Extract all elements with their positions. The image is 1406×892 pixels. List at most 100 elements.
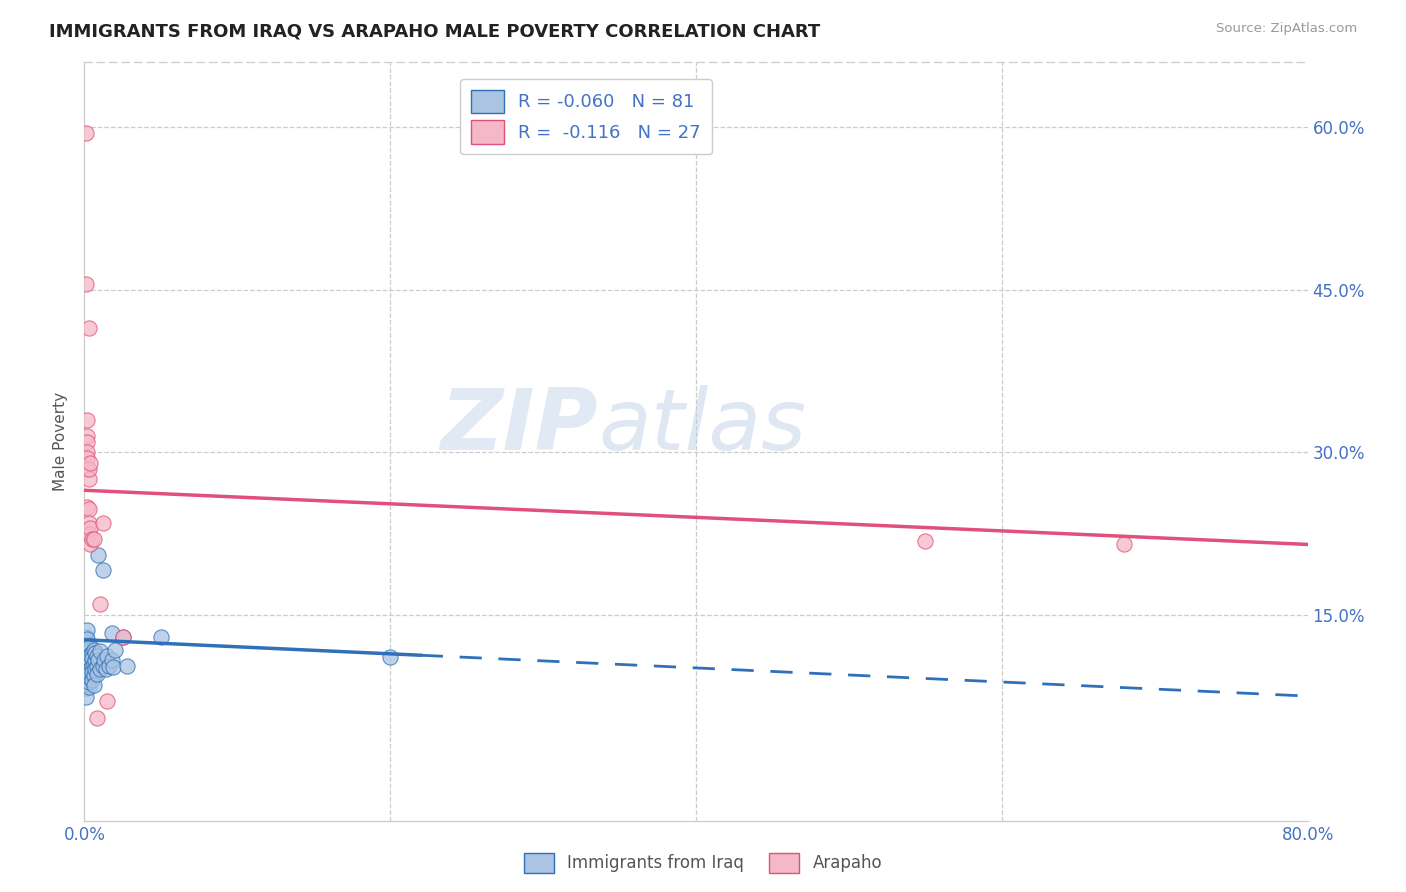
Point <box>83 668 105 682</box>
Point <box>103 660 125 674</box>
Text: ZIP: ZIP <box>440 384 598 468</box>
Point <box>96 694 118 708</box>
Point <box>75 664 97 678</box>
Point <box>80 665 103 680</box>
Point <box>76 445 98 459</box>
Point <box>77 681 100 695</box>
Point <box>76 653 98 667</box>
Point <box>104 642 127 657</box>
Point <box>76 632 98 646</box>
Point <box>89 662 111 676</box>
Point <box>79 662 101 676</box>
Point <box>76 669 98 684</box>
Point <box>76 450 98 465</box>
Point <box>77 516 100 530</box>
Point <box>149 630 172 644</box>
Point <box>77 647 100 661</box>
Text: atlas: atlas <box>598 384 806 468</box>
Point <box>75 651 97 665</box>
Point <box>75 671 97 685</box>
Point <box>76 662 98 676</box>
Point <box>93 653 115 667</box>
Point <box>77 661 100 675</box>
Point <box>83 678 105 692</box>
Point <box>87 548 110 563</box>
Point <box>76 660 98 674</box>
Point <box>89 597 111 611</box>
Point <box>83 657 105 671</box>
Point <box>80 532 103 546</box>
Point <box>96 648 118 663</box>
Legend: Immigrants from Iraq, Arapaho: Immigrants from Iraq, Arapaho <box>517 847 889 880</box>
Text: Source: ZipAtlas.com: Source: ZipAtlas.com <box>1216 22 1357 36</box>
Point <box>79 656 101 670</box>
Point <box>75 640 97 655</box>
Point <box>76 434 98 449</box>
Point <box>77 675 100 690</box>
Text: IMMIGRANTS FROM IRAQ VS ARAPAHO MALE POVERTY CORRELATION CHART: IMMIGRANTS FROM IRAQ VS ARAPAHO MALE POV… <box>49 22 821 40</box>
Point <box>79 537 101 551</box>
Point <box>75 666 97 681</box>
Point <box>86 711 108 725</box>
Point <box>77 526 100 541</box>
Point <box>111 630 134 644</box>
Point <box>76 648 98 662</box>
Point <box>76 650 98 665</box>
Legend: R = -0.060   N = 81, R =  -0.116   N = 27: R = -0.060 N = 81, R = -0.116 N = 27 <box>460 79 711 154</box>
Point <box>91 658 114 673</box>
Point <box>86 648 108 663</box>
Point <box>77 641 100 656</box>
Point <box>76 642 98 657</box>
Point <box>80 651 103 665</box>
Point <box>75 675 97 690</box>
Point <box>75 635 97 649</box>
Point <box>79 653 101 667</box>
Point <box>87 653 110 667</box>
Point <box>76 677 98 691</box>
Point <box>84 653 107 667</box>
Point <box>380 650 402 665</box>
Point <box>76 655 98 669</box>
Point <box>111 630 134 644</box>
Point <box>76 461 98 475</box>
Point <box>75 657 97 671</box>
Point <box>94 662 117 676</box>
Point <box>76 638 98 652</box>
Point <box>79 666 101 681</box>
Point <box>77 461 100 475</box>
Point <box>86 658 108 673</box>
Point <box>75 126 97 140</box>
Point <box>79 456 101 470</box>
Point <box>77 643 100 657</box>
Point <box>79 521 101 535</box>
Point <box>75 690 97 705</box>
Point <box>77 652 100 666</box>
Point <box>89 643 111 657</box>
Point <box>76 429 98 443</box>
Point <box>914 534 936 549</box>
Point <box>76 413 98 427</box>
Point <box>115 658 138 673</box>
Point <box>75 681 97 696</box>
Point <box>101 626 124 640</box>
Point <box>91 564 114 578</box>
Point <box>76 623 98 637</box>
Point <box>1114 537 1136 551</box>
Point <box>75 630 97 644</box>
Point <box>77 658 100 673</box>
Point <box>75 646 97 660</box>
Point <box>97 658 120 673</box>
Point <box>83 532 105 546</box>
Point <box>76 500 98 514</box>
Point <box>76 657 98 672</box>
Point <box>75 277 97 292</box>
Point <box>76 645 98 659</box>
Point <box>86 667 108 681</box>
Point <box>80 658 103 673</box>
Point <box>80 673 103 687</box>
Point <box>76 668 98 682</box>
Point <box>83 642 105 657</box>
Point <box>77 473 100 487</box>
Point <box>76 672 98 686</box>
Point <box>80 646 103 660</box>
